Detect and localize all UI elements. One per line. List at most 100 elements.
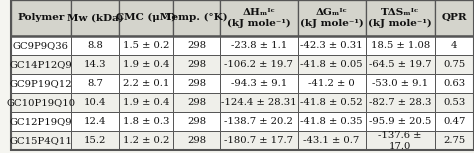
Bar	[220, 55, 298, 74]
Text: 8.8: 8.8	[87, 41, 103, 50]
Text: 4: 4	[451, 41, 457, 50]
Text: -41.8 ± 0.52: -41.8 ± 0.52	[301, 98, 363, 107]
Bar	[173, 131, 220, 150]
Text: -106.2 ± 19.7: -106.2 ± 19.7	[224, 60, 293, 69]
Bar	[298, 74, 365, 93]
Text: -53.0 ± 9.1: -53.0 ± 9.1	[372, 79, 428, 88]
Bar	[435, 74, 474, 93]
Bar	[11, 55, 71, 74]
Text: -180.7 ± 17.7: -180.7 ± 17.7	[224, 136, 293, 145]
Text: GC12P19Q9: GC12P19Q9	[9, 117, 72, 126]
Text: -41.2 ± 0: -41.2 ± 0	[308, 79, 355, 88]
Text: 0.63: 0.63	[443, 79, 465, 88]
Text: Temp. (°K): Temp. (°K)	[165, 13, 228, 22]
Text: 0.47: 0.47	[443, 117, 465, 126]
Text: 0.53: 0.53	[443, 98, 465, 107]
Bar	[220, 131, 298, 150]
Bar	[173, 93, 220, 112]
Text: -138.7 ± 20.2: -138.7 ± 20.2	[224, 117, 293, 126]
Text: -137.6 ±
17.0: -137.6 ± 17.0	[379, 131, 422, 151]
Text: 18.5 ± 1.08: 18.5 ± 1.08	[371, 41, 430, 50]
Text: ΔGₘᴵᶜ
(kJ mole⁻¹): ΔGₘᴵᶜ (kJ mole⁻¹)	[300, 8, 364, 28]
Bar	[365, 0, 435, 36]
Bar	[11, 112, 71, 131]
Text: 15.2: 15.2	[84, 136, 106, 145]
Bar	[11, 0, 71, 36]
Bar	[173, 0, 220, 36]
Text: ΔHₘᴵᶜ
(kJ mole⁻¹): ΔHₘᴵᶜ (kJ mole⁻¹)	[227, 8, 291, 28]
Text: Polymer: Polymer	[17, 13, 64, 22]
Text: -41.8 ± 0.05: -41.8 ± 0.05	[301, 60, 363, 69]
Bar	[435, 93, 474, 112]
Bar	[173, 112, 220, 131]
Text: 10.4: 10.4	[84, 98, 106, 107]
Bar	[71, 0, 119, 36]
Bar	[220, 0, 298, 36]
Bar	[119, 0, 173, 36]
Bar	[365, 131, 435, 150]
Text: Mw (kDa): Mw (kDa)	[67, 13, 123, 22]
Text: 1.2 ± 0.2: 1.2 ± 0.2	[123, 136, 169, 145]
Bar	[220, 112, 298, 131]
Bar	[71, 36, 119, 55]
Bar	[220, 74, 298, 93]
Text: 298: 298	[187, 41, 206, 50]
Text: -124.4 ± 28.31: -124.4 ± 28.31	[221, 98, 297, 107]
Bar	[435, 131, 474, 150]
Bar	[220, 93, 298, 112]
Text: 298: 298	[187, 136, 206, 145]
Bar	[71, 112, 119, 131]
Text: GC15P4Q11: GC15P4Q11	[9, 136, 72, 145]
Bar	[365, 112, 435, 131]
Bar	[11, 74, 71, 93]
Bar	[298, 93, 365, 112]
Bar	[365, 55, 435, 74]
Bar	[119, 131, 173, 150]
Bar	[365, 36, 435, 55]
Text: -94.3 ± 9.1: -94.3 ± 9.1	[231, 79, 287, 88]
Text: GC9P9Q36: GC9P9Q36	[13, 41, 69, 50]
Bar	[298, 0, 365, 36]
Bar	[71, 74, 119, 93]
Text: -23.8 ± 1.1: -23.8 ± 1.1	[231, 41, 287, 50]
Bar	[365, 74, 435, 93]
Text: -42.3 ± 0.31: -42.3 ± 0.31	[301, 41, 363, 50]
Text: QPR: QPR	[442, 13, 467, 22]
Bar	[71, 93, 119, 112]
Bar	[298, 36, 365, 55]
Text: 298: 298	[187, 60, 206, 69]
Text: 298: 298	[187, 117, 206, 126]
Text: -95.9 ± 20.5: -95.9 ± 20.5	[369, 117, 431, 126]
Bar	[119, 55, 173, 74]
Text: -43.1 ± 0.7: -43.1 ± 0.7	[303, 136, 360, 145]
Bar	[119, 36, 173, 55]
Text: CMC (μM): CMC (μM)	[116, 13, 176, 22]
Bar	[365, 93, 435, 112]
Bar	[11, 36, 71, 55]
Text: 8.7: 8.7	[87, 79, 103, 88]
Text: TΔSₘᴵᶜ
(kJ mole⁻¹): TΔSₘᴵᶜ (kJ mole⁻¹)	[368, 8, 432, 28]
Text: 1.8 ± 0.3: 1.8 ± 0.3	[123, 117, 169, 126]
Bar	[11, 93, 71, 112]
Bar	[119, 74, 173, 93]
Bar	[220, 36, 298, 55]
Text: -64.5 ± 19.7: -64.5 ± 19.7	[369, 60, 431, 69]
Text: 14.3: 14.3	[84, 60, 106, 69]
Text: 2.2 ± 0.1: 2.2 ± 0.1	[123, 79, 169, 88]
Bar	[298, 112, 365, 131]
Text: GC9P19Q12: GC9P19Q12	[9, 79, 72, 88]
Text: GC14P12Q9: GC14P12Q9	[9, 60, 72, 69]
Bar	[435, 55, 474, 74]
Text: 298: 298	[187, 79, 206, 88]
Bar	[173, 36, 220, 55]
Text: 1.9 ± 0.4: 1.9 ± 0.4	[123, 98, 169, 107]
Text: 12.4: 12.4	[84, 117, 106, 126]
Bar	[11, 131, 71, 150]
Bar	[71, 131, 119, 150]
Text: 298: 298	[187, 98, 206, 107]
Text: 1.5 ± 0.2: 1.5 ± 0.2	[123, 41, 169, 50]
Bar	[298, 55, 365, 74]
Text: GC10P19Q10: GC10P19Q10	[6, 98, 75, 107]
Bar	[435, 112, 474, 131]
Text: 1.9 ± 0.4: 1.9 ± 0.4	[123, 60, 169, 69]
